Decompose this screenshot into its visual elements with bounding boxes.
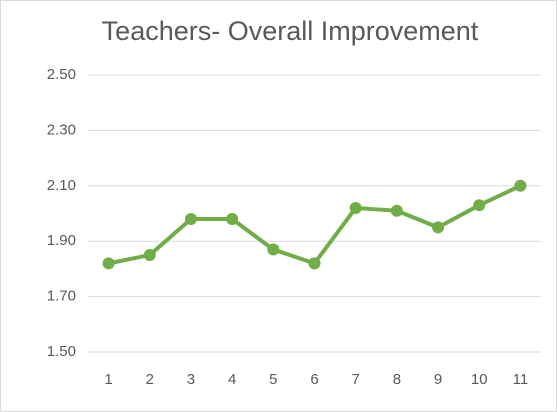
data-point: [514, 179, 527, 192]
y-tick-label: 2.10: [47, 177, 76, 194]
y-tick-label: 1.70: [47, 288, 76, 305]
data-point: [349, 201, 362, 214]
x-tick-label: 11: [513, 371, 529, 388]
y-tick-label: 1.90: [47, 232, 76, 249]
data-point: [184, 213, 197, 226]
x-tick-label: 2: [146, 371, 154, 388]
data-point: [308, 257, 321, 270]
x-tick-label: 6: [310, 371, 318, 388]
x-tick-label: 8: [393, 371, 401, 388]
y-tick-label: 2.30: [47, 121, 76, 138]
data-point: [473, 199, 486, 212]
data-point: [390, 204, 403, 217]
data-point: [143, 249, 156, 262]
x-tick-label: 5: [269, 371, 277, 388]
y-tick-label: 1.50: [47, 343, 76, 360]
data-point: [226, 213, 239, 226]
chart-title: Teachers- Overall Improvement: [102, 16, 479, 46]
data-point: [267, 243, 280, 256]
x-tick-label: 9: [434, 371, 442, 388]
x-tick-label: 7: [352, 371, 360, 388]
x-tick-label: 3: [187, 371, 195, 388]
x-tick-label: 10: [471, 371, 488, 388]
x-tick-label: 4: [228, 371, 236, 388]
y-tick-label: 2.50: [47, 66, 76, 83]
data-point: [102, 257, 115, 270]
data-point: [432, 221, 445, 234]
x-tick-label: 1: [104, 371, 112, 388]
